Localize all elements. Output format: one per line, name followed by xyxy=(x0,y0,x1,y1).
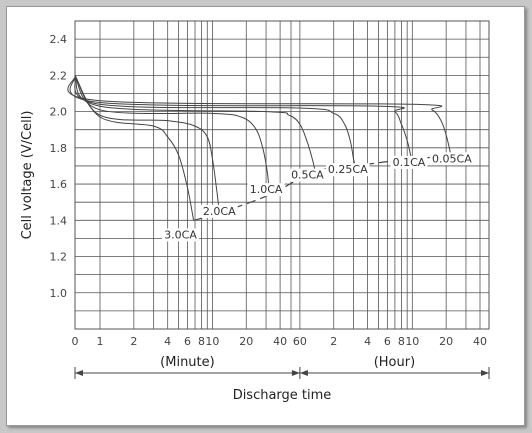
hour-segment-label: (Hour) xyxy=(374,355,415,370)
discharge-curve xyxy=(67,75,452,157)
time-axis-arrow xyxy=(481,370,489,376)
x-tick-label: 2 xyxy=(330,335,337,348)
y-tick-label: 2.0 xyxy=(50,106,68,119)
x-tick-label: 6 xyxy=(384,335,391,348)
x-tick-label: 20 xyxy=(439,335,453,348)
curve-label: 0.05CA xyxy=(432,152,472,165)
discharge-curve xyxy=(74,75,356,166)
discharge-curve xyxy=(69,75,412,159)
time-axis-arrow xyxy=(291,370,300,376)
discharge-curve xyxy=(74,75,316,172)
discharge-curve xyxy=(74,75,195,221)
x-tick-label: 4 xyxy=(364,335,371,348)
discharge-curve xyxy=(74,75,220,214)
curve-label: 0.1CA xyxy=(393,156,426,169)
curve-label-bg xyxy=(288,168,326,182)
plot-border xyxy=(74,20,490,330)
y-tick-label: 1.0 xyxy=(50,287,68,300)
x-tick-label: 2 xyxy=(130,335,137,348)
time-axis-arrow xyxy=(75,370,83,376)
x-tick-labels: 0 1 2 4 6 8 10 20 40 60 2 4 6 8 10 20 40 xyxy=(72,335,488,348)
curve-label: 3.0CA xyxy=(164,228,197,241)
grid xyxy=(74,20,490,330)
y-axis-title: Cell voltage (V/Cell) xyxy=(20,111,35,240)
time-axis-arrow xyxy=(299,370,308,376)
x-tick-label: 4 xyxy=(164,335,171,348)
y-tick-label: 1.8 xyxy=(50,142,68,155)
curve-label: 0.5CA xyxy=(291,169,324,182)
y-tick-label: 2.4 xyxy=(50,33,68,46)
x-axis-title: Discharge time xyxy=(233,388,332,403)
y-tick-label: 1.6 xyxy=(50,178,68,191)
x-tick-label: 10 xyxy=(405,335,419,348)
curve-label-bg xyxy=(430,152,474,166)
x-tick-label: 20 xyxy=(239,335,253,348)
x-tick-label: 60 xyxy=(293,335,307,348)
x-tick-label: 0 xyxy=(72,335,79,348)
y-tick-label: 1.2 xyxy=(50,251,68,264)
minute-segment-label: (Minute) xyxy=(160,355,215,370)
curve-label: 0.25CA xyxy=(328,163,368,176)
y-tick-label: 2.2 xyxy=(50,69,68,82)
curve-label: 1.0CA xyxy=(250,183,283,196)
curve-label-bg xyxy=(325,163,370,177)
x-tick-label: 40 xyxy=(473,335,487,348)
x-tick-label: 8 xyxy=(398,335,405,348)
curve-label-bg xyxy=(247,183,285,197)
time-unit-segments: (Minute) (Hour) xyxy=(74,355,490,379)
x-tick-label: 6 xyxy=(184,335,191,348)
x-tick-label: 8 xyxy=(198,335,205,348)
curve-label-bg xyxy=(390,155,428,169)
curve-label-bg xyxy=(161,228,199,242)
discharge-chart: 1.01.21.41.61.82.02.22.4 0 1 2 4 6 8 10 20 40 60 2… xyxy=(20,20,490,403)
curve-label: 2.0CA xyxy=(203,205,236,218)
curves xyxy=(67,75,452,221)
y-tick-labels: 1.0 1.2 1.4 1.6 1.8 2.0 2.2 2.4 xyxy=(50,33,68,300)
x-tick-label: 40 xyxy=(273,335,287,348)
curve-labels: 3.0CA 2.0CA 1.0CA 0.5CA 0.25CA 0.1CA 0.05CA xyxy=(161,152,474,242)
discharge-curve xyxy=(74,75,270,195)
chart-frame: 1.0 1.2 1.4 1.6 1.8 2.0 2.2 2.4 0 1 2 4 6 8 10 20 40 60 2… xyxy=(6,6,525,426)
x-tick-label: 1 xyxy=(97,335,104,348)
y-tick-label: 1.4 xyxy=(50,214,68,227)
curve-label-bg xyxy=(200,204,238,218)
x-tick-label: 10 xyxy=(205,335,219,348)
